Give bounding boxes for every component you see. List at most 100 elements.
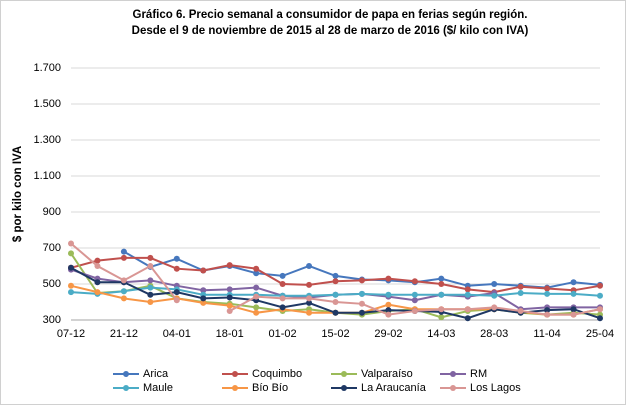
- data-point: [306, 299, 313, 306]
- data-point: [200, 295, 207, 302]
- data-point: [306, 309, 313, 316]
- data-point: [68, 240, 74, 247]
- data-point: [94, 289, 101, 296]
- data-point: [597, 282, 603, 289]
- legend-label: Coquimbo: [252, 368, 302, 380]
- data-point: [570, 290, 577, 297]
- legend-marker: [123, 371, 129, 377]
- data-point: [200, 287, 207, 294]
- data-point: [68, 282, 74, 289]
- data-point: [279, 272, 286, 279]
- x-tick-label: 14-03: [427, 328, 455, 340]
- data-point: [68, 289, 74, 296]
- data-point: [544, 290, 551, 297]
- data-point: [147, 277, 154, 284]
- data-point: [226, 262, 233, 269]
- x-tick-label: 21-12: [110, 328, 138, 340]
- x-tick-label: 01-02: [269, 328, 297, 340]
- data-point: [147, 291, 154, 298]
- data-point: [306, 281, 313, 288]
- data-point: [94, 257, 101, 264]
- data-point: [517, 308, 524, 314]
- data-point: [570, 311, 577, 318]
- data-point: [464, 291, 471, 298]
- data-point: [411, 278, 418, 285]
- data-point: [200, 299, 207, 306]
- data-point: [358, 300, 365, 307]
- legend-label: Los Lagos: [470, 382, 521, 394]
- x-tick-label: 07-12: [57, 328, 85, 340]
- data-point: [570, 279, 577, 286]
- data-point: [94, 263, 101, 269]
- data-point: [147, 254, 154, 261]
- data-point: [411, 308, 418, 314]
- y-tick-label: 900: [43, 206, 61, 218]
- chart-title: Gráfico 6. Precio semanal a consumidor d…: [133, 9, 528, 21]
- data-point: [253, 293, 260, 300]
- y-tick-label: 1.100: [33, 170, 61, 182]
- data-point: [358, 290, 365, 297]
- data-point: [253, 265, 260, 272]
- legend-label: Arica: [143, 368, 169, 380]
- data-point: [597, 315, 603, 322]
- y-tick-label: 300: [43, 314, 61, 326]
- y-tick-label: 1.500: [33, 98, 61, 110]
- y-tick-label: 1.700: [33, 62, 61, 74]
- y-tick-label: 700: [43, 242, 61, 254]
- x-tick-label: 29-02: [374, 328, 402, 340]
- data-point: [464, 306, 471, 313]
- data-point: [279, 281, 286, 287]
- data-point: [385, 311, 392, 318]
- data-point: [120, 295, 127, 302]
- legend-marker: [123, 385, 129, 391]
- data-point: [120, 277, 127, 284]
- data-point: [517, 283, 524, 290]
- data-point: [464, 315, 471, 322]
- data-point: [332, 272, 339, 279]
- legend-label: Bío Bío: [252, 382, 288, 394]
- y-axis-label: $ por kilo con IVA: [12, 146, 24, 242]
- data-point: [438, 275, 445, 282]
- data-point: [385, 291, 392, 298]
- data-point: [385, 307, 392, 314]
- x-tick-label: 28-03: [480, 328, 508, 340]
- data-point: [544, 285, 551, 292]
- data-point: [517, 290, 524, 296]
- data-point: [332, 299, 339, 305]
- data-point: [438, 291, 445, 298]
- legend-marker: [450, 385, 456, 391]
- data-point: [279, 295, 286, 302]
- data-point: [200, 267, 207, 274]
- data-point: [226, 308, 233, 314]
- legend-marker: [232, 371, 238, 377]
- data-point: [147, 299, 154, 305]
- data-point: [147, 263, 154, 269]
- data-point: [332, 309, 339, 316]
- data-point: [411, 297, 418, 304]
- data-point: [438, 314, 445, 321]
- legend-label: La Araucanía: [361, 382, 427, 394]
- x-tick-label: 15-02: [321, 328, 349, 340]
- legend-label: Valparaíso: [361, 368, 413, 380]
- data-point: [120, 254, 127, 261]
- data-point: [411, 291, 418, 298]
- data-point: [173, 265, 180, 272]
- x-tick-label: 25-04: [586, 328, 614, 340]
- data-point: [94, 279, 101, 286]
- data-point: [385, 301, 392, 308]
- data-point: [491, 292, 498, 299]
- legend-marker: [341, 385, 347, 391]
- data-point: [306, 263, 313, 269]
- data-point: [253, 304, 260, 311]
- data-point: [120, 288, 127, 295]
- legend-label: RM: [470, 368, 487, 380]
- data-point: [68, 250, 74, 257]
- data-point: [306, 295, 313, 302]
- legend-label: Maule: [143, 382, 173, 394]
- x-tick-label: 04-01: [163, 328, 191, 340]
- data-point: [438, 306, 445, 313]
- data-point: [226, 286, 233, 293]
- data-point: [597, 292, 603, 299]
